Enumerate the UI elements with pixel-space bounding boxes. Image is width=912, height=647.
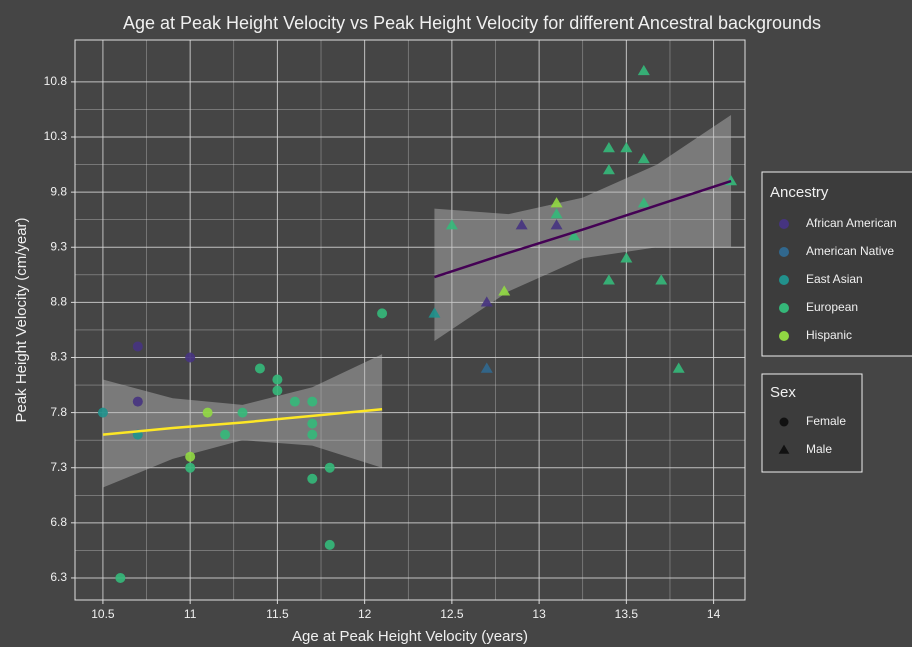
circle-point bbox=[220, 429, 231, 440]
x-tick-label: 12 bbox=[358, 607, 372, 621]
confidence-band bbox=[102, 354, 383, 488]
circle-point bbox=[307, 473, 318, 484]
circle-point bbox=[132, 341, 143, 352]
y-tick-label: 7.3 bbox=[50, 460, 67, 474]
triangle-point bbox=[655, 274, 668, 285]
triangle-point bbox=[550, 197, 563, 208]
legend-swatch bbox=[779, 247, 789, 257]
triangle-point bbox=[637, 64, 650, 76]
circle-point bbox=[185, 462, 196, 473]
x-tick-label: 10.5 bbox=[91, 607, 115, 621]
y-tick-label: 7.8 bbox=[50, 405, 67, 419]
circle-point bbox=[254, 363, 265, 374]
y-tick-label: 8.8 bbox=[50, 295, 67, 309]
x-tick-label: 11.5 bbox=[266, 607, 289, 621]
triangle-point bbox=[550, 208, 563, 219]
y-tick-label: 10.3 bbox=[44, 129, 68, 143]
triangle-point bbox=[428, 307, 441, 318]
legend-label: Female bbox=[806, 414, 846, 428]
triangle-point bbox=[480, 296, 493, 307]
triangle-point bbox=[637, 153, 650, 164]
x-tick-label: 12.5 bbox=[440, 607, 464, 621]
sex-legend-box bbox=[761, 373, 863, 473]
circle-point bbox=[185, 352, 196, 363]
y-tick-label: 8.3 bbox=[50, 350, 67, 364]
triangle-point bbox=[672, 362, 685, 373]
legend-swatch bbox=[779, 219, 789, 229]
legend-swatch bbox=[779, 303, 789, 313]
triangle-point bbox=[480, 362, 493, 373]
x-tick-label: 13.5 bbox=[615, 607, 639, 621]
x-tick-label: 13 bbox=[532, 607, 546, 621]
triangle-point bbox=[515, 219, 528, 230]
y-tick-label: 6.3 bbox=[50, 570, 67, 584]
x-axis-label: Age at Peak Height Velocity (years) bbox=[292, 628, 528, 645]
chart-title: Age at Peak Height Velocity vs Peak Heig… bbox=[123, 13, 821, 33]
circle-point bbox=[202, 407, 213, 418]
triangle-point bbox=[637, 197, 650, 208]
x-tick-label: 14 bbox=[707, 607, 721, 621]
legend-label: American Native bbox=[806, 244, 894, 258]
triangle-point bbox=[602, 274, 615, 285]
ancestry-legend-box bbox=[761, 171, 912, 357]
triangle-point bbox=[498, 285, 511, 296]
legend-swatch bbox=[779, 275, 789, 285]
confidence-band bbox=[434, 114, 732, 341]
panel-border bbox=[74, 39, 746, 601]
y-tick-label: 9.8 bbox=[50, 184, 67, 198]
y-tick-label: 6.8 bbox=[50, 515, 67, 529]
circle-point bbox=[307, 396, 318, 407]
circle-point bbox=[115, 572, 126, 583]
circle-point bbox=[377, 308, 388, 319]
legend-swatch bbox=[778, 444, 790, 454]
circle-point bbox=[237, 407, 248, 418]
legend-label: European bbox=[806, 300, 858, 314]
triangle-point bbox=[620, 142, 633, 153]
triangle-point bbox=[445, 219, 458, 230]
legend-label: Hispanic bbox=[806, 328, 852, 342]
legend-label: Male bbox=[806, 442, 832, 456]
legend-swatch bbox=[779, 417, 789, 427]
circle-point bbox=[272, 385, 283, 396]
legend-label: East Asian bbox=[806, 272, 863, 286]
plot-panel bbox=[75, 40, 745, 600]
circle-point bbox=[307, 429, 318, 440]
circle-point bbox=[97, 407, 108, 418]
triangle-point bbox=[620, 252, 633, 263]
circle-point bbox=[289, 396, 300, 407]
trend-line bbox=[102, 408, 383, 436]
legend-swatch bbox=[779, 331, 789, 341]
y-tick-label: 10.8 bbox=[44, 74, 68, 88]
trend-line bbox=[434, 179, 732, 279]
legend-title: Sex bbox=[770, 384, 796, 401]
circle-point bbox=[324, 539, 335, 550]
legend-title: Ancestry bbox=[770, 184, 829, 201]
circle-point bbox=[185, 451, 196, 462]
triangle-point bbox=[568, 230, 581, 241]
triangle-point bbox=[550, 219, 563, 230]
circle-point bbox=[307, 418, 318, 429]
circle-point bbox=[324, 462, 335, 473]
circle-point bbox=[272, 374, 283, 385]
triangle-point bbox=[602, 142, 615, 153]
legend-label: African American bbox=[806, 216, 897, 230]
y-tick-label: 9.3 bbox=[50, 239, 67, 253]
y-axis-label: Peak Height Velocity (cm/year) bbox=[13, 217, 30, 422]
x-tick-label: 11 bbox=[184, 607, 197, 621]
circle-point bbox=[132, 396, 143, 407]
triangle-point bbox=[602, 164, 615, 175]
